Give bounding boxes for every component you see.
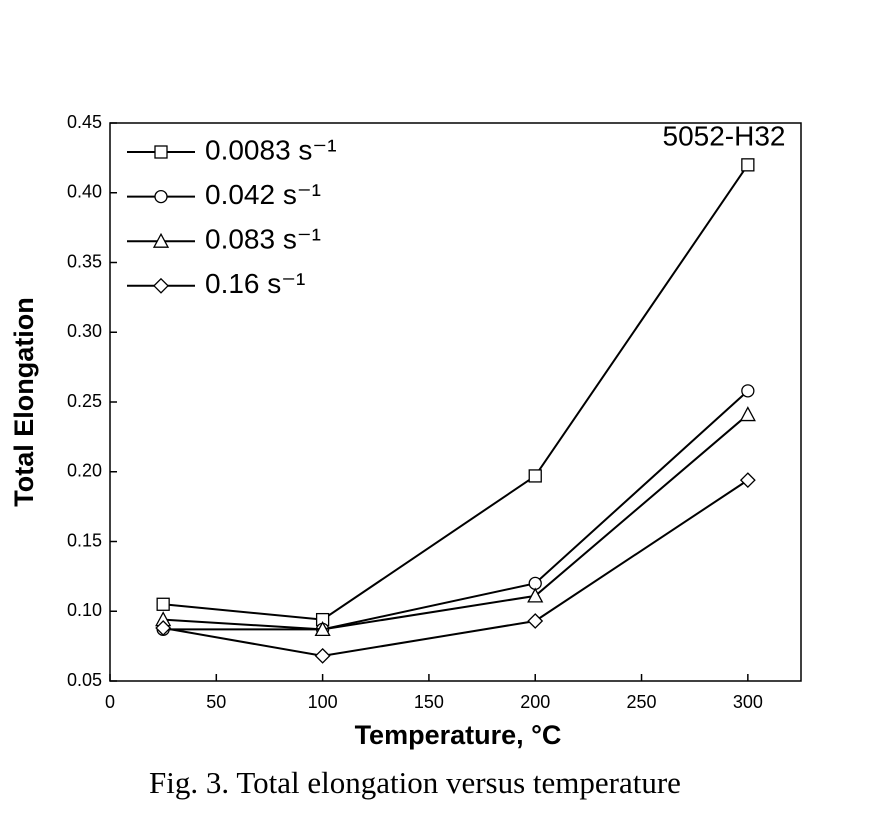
marker bbox=[739, 406, 756, 422]
caption: Fig. 3. Total elongation versus temperat… bbox=[149, 765, 681, 800]
y-axis-label: Total Elongation bbox=[9, 297, 39, 506]
series-line bbox=[162, 479, 749, 657]
y-tick-label: 0.05 bbox=[67, 670, 102, 690]
legend-label: 0.083 s⁻¹ bbox=[205, 224, 321, 255]
y-tick-label: 0.10 bbox=[67, 600, 102, 620]
marker bbox=[739, 472, 756, 489]
marker bbox=[314, 647, 331, 664]
marker bbox=[741, 384, 755, 398]
x-tick-label: 250 bbox=[627, 692, 657, 712]
legend-label: 0.16 s⁻¹ bbox=[205, 268, 305, 299]
annotation: 5052-H32 bbox=[663, 120, 786, 151]
marker bbox=[527, 587, 544, 603]
marker bbox=[155, 620, 172, 636]
y-tick-label: 0.15 bbox=[67, 530, 102, 550]
x-tick-label: 100 bbox=[308, 692, 338, 712]
y-tick-label: 0.35 bbox=[67, 251, 102, 271]
legend-marker bbox=[154, 145, 168, 159]
legend-label: 0.0083 s⁻¹ bbox=[205, 134, 337, 165]
y-tick-label: 0.45 bbox=[67, 112, 102, 132]
x-tick-label: 150 bbox=[414, 692, 444, 712]
marker bbox=[741, 158, 755, 172]
marker bbox=[528, 469, 542, 483]
series-line bbox=[163, 164, 749, 621]
x-tick-label: 0 bbox=[105, 692, 115, 712]
y-tick-label: 0.25 bbox=[67, 391, 102, 411]
x-tick-label: 200 bbox=[520, 692, 550, 712]
series-line bbox=[163, 413, 749, 631]
series-line bbox=[163, 390, 749, 631]
legend-marker bbox=[153, 277, 169, 294]
y-tick-label: 0.30 bbox=[67, 321, 102, 341]
x-tick-label: 300 bbox=[733, 692, 763, 712]
x-axis-label: Temperature, °C bbox=[355, 720, 562, 750]
marker bbox=[527, 613, 544, 629]
legend-marker bbox=[152, 232, 170, 248]
marker bbox=[314, 621, 331, 637]
y-tick-label: 0.40 bbox=[67, 182, 102, 202]
legend-marker bbox=[154, 189, 168, 204]
y-tick-label: 0.20 bbox=[67, 461, 102, 481]
legend-label: 0.042 s⁻¹ bbox=[205, 179, 321, 210]
x-tick-label: 50 bbox=[206, 692, 226, 712]
marker bbox=[156, 597, 170, 611]
